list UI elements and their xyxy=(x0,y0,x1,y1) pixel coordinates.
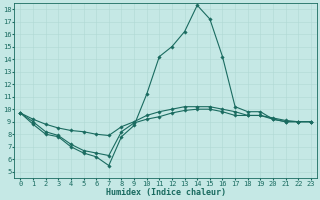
X-axis label: Humidex (Indice chaleur): Humidex (Indice chaleur) xyxy=(106,188,226,197)
